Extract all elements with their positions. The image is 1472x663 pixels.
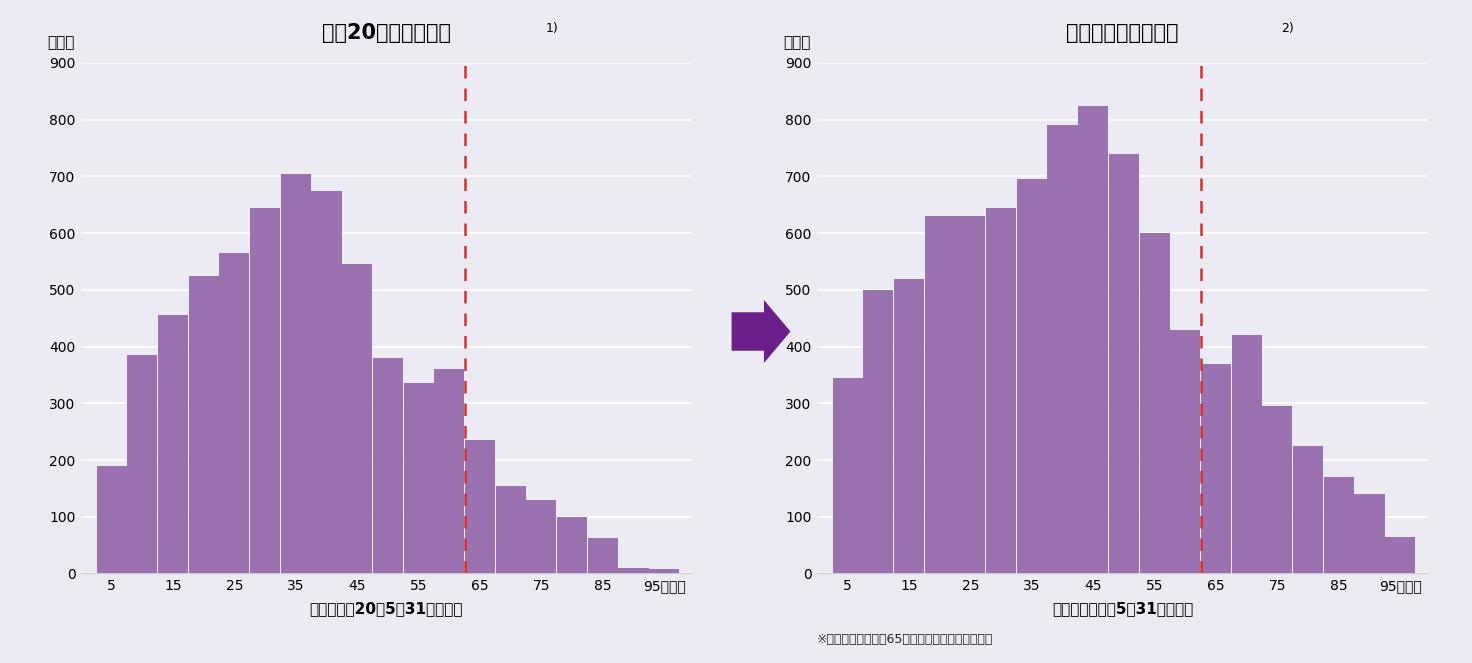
Bar <box>1170 330 1200 573</box>
Text: ※赤点線より右は、65歳以上（高齢者）を示す。: ※赤点線より右は、65歳以上（高齢者）を示す。 <box>817 633 994 646</box>
Bar <box>465 440 495 573</box>
Text: 2): 2) <box>1281 22 1294 35</box>
Bar <box>924 216 955 573</box>
Bar <box>587 538 618 573</box>
Bar <box>219 253 249 573</box>
X-axis label: 年齢（令和元年5月31日時点）: 年齢（令和元年5月31日時点） <box>1052 601 1192 617</box>
Bar <box>403 383 434 573</box>
Bar <box>342 265 372 573</box>
Bar <box>1292 446 1323 573</box>
Bar <box>556 516 587 573</box>
Bar <box>434 369 464 573</box>
Bar <box>1139 233 1170 573</box>
Text: （人）: （人） <box>47 35 75 50</box>
Bar <box>372 358 403 573</box>
Bar <box>127 355 158 573</box>
Bar <box>986 208 1016 573</box>
Bar <box>1108 154 1139 573</box>
Bar <box>894 278 924 573</box>
Bar <box>863 290 894 573</box>
Bar <box>1385 536 1415 573</box>
Bar <box>312 190 342 573</box>
Text: 平成20年の年齢分布: 平成20年の年齢分布 <box>322 23 450 42</box>
Bar <box>1201 363 1231 573</box>
Bar <box>1354 494 1385 573</box>
Bar <box>527 500 556 573</box>
Bar <box>158 316 188 573</box>
Bar <box>649 569 679 573</box>
Bar <box>1078 105 1108 573</box>
Bar <box>618 568 649 573</box>
Bar <box>281 174 311 573</box>
Bar <box>1323 477 1354 573</box>
Bar <box>496 485 526 573</box>
Bar <box>833 378 863 573</box>
Text: 令和元年の年齢分布: 令和元年の年齢分布 <box>1066 23 1179 42</box>
Bar <box>1017 179 1047 573</box>
Bar <box>97 465 127 573</box>
Bar <box>1048 125 1078 573</box>
Text: （人）: （人） <box>783 35 811 50</box>
Text: 1): 1) <box>545 22 558 35</box>
Bar <box>1232 335 1262 573</box>
Bar <box>955 216 985 573</box>
Bar <box>188 276 219 573</box>
Bar <box>250 208 280 573</box>
X-axis label: 年齢（平成20年5月31日時点）: 年齢（平成20年5月31日時点） <box>309 601 464 617</box>
Bar <box>1263 406 1292 573</box>
